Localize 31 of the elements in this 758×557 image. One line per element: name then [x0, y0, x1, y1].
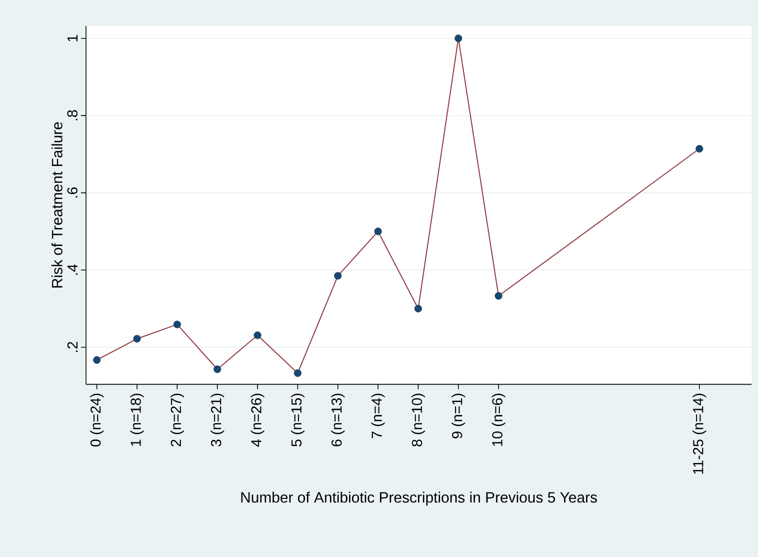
- point: [374, 228, 382, 236]
- x-tick-label: 4 (n=26): [250, 394, 264, 447]
- x-tick-label: 3 (n=21): [210, 394, 224, 446]
- point: [696, 144, 704, 153]
- point: [133, 334, 141, 343]
- x-tick-label: 7 (n=4): [371, 394, 385, 438]
- x-tick-label: 1 (n=18): [130, 394, 144, 446]
- x-axis-title: Number of Antibiotic Prescriptions in Previous 5 Years: [241, 492, 597, 506]
- x-tick-label: 2 (n=27): [170, 394, 184, 446]
- x-tick-label: 8 (n=10): [411, 394, 425, 446]
- point: [334, 272, 342, 280]
- y-tick-label: 1: [68, 35, 78, 42]
- x-tick-label: 10 (n=6): [492, 394, 506, 446]
- y-tick-label: .2: [67, 342, 78, 352]
- y-axis-title: Risk of Treatment Failure: [51, 122, 62, 288]
- x-tick-label: 6 (n=13): [331, 394, 345, 446]
- point: [93, 356, 101, 364]
- point: [454, 34, 462, 42]
- point: [414, 304, 422, 312]
- x-tick-label: 5 (n=15): [290, 394, 304, 446]
- point: [254, 331, 262, 340]
- y-tick-label: .4: [68, 264, 78, 275]
- point: [214, 365, 222, 374]
- x-tick-label: 9 (n=1): [452, 394, 466, 438]
- point: [294, 369, 302, 377]
- x-tick-label: 11-25 (n=14): [692, 394, 706, 474]
- y-tick-label: .6: [67, 187, 78, 198]
- point: [173, 320, 181, 328]
- point: [494, 292, 502, 300]
- x-tick-label: 0 (n=24): [90, 394, 104, 446]
- y-tick-label: .8: [67, 110, 78, 120]
